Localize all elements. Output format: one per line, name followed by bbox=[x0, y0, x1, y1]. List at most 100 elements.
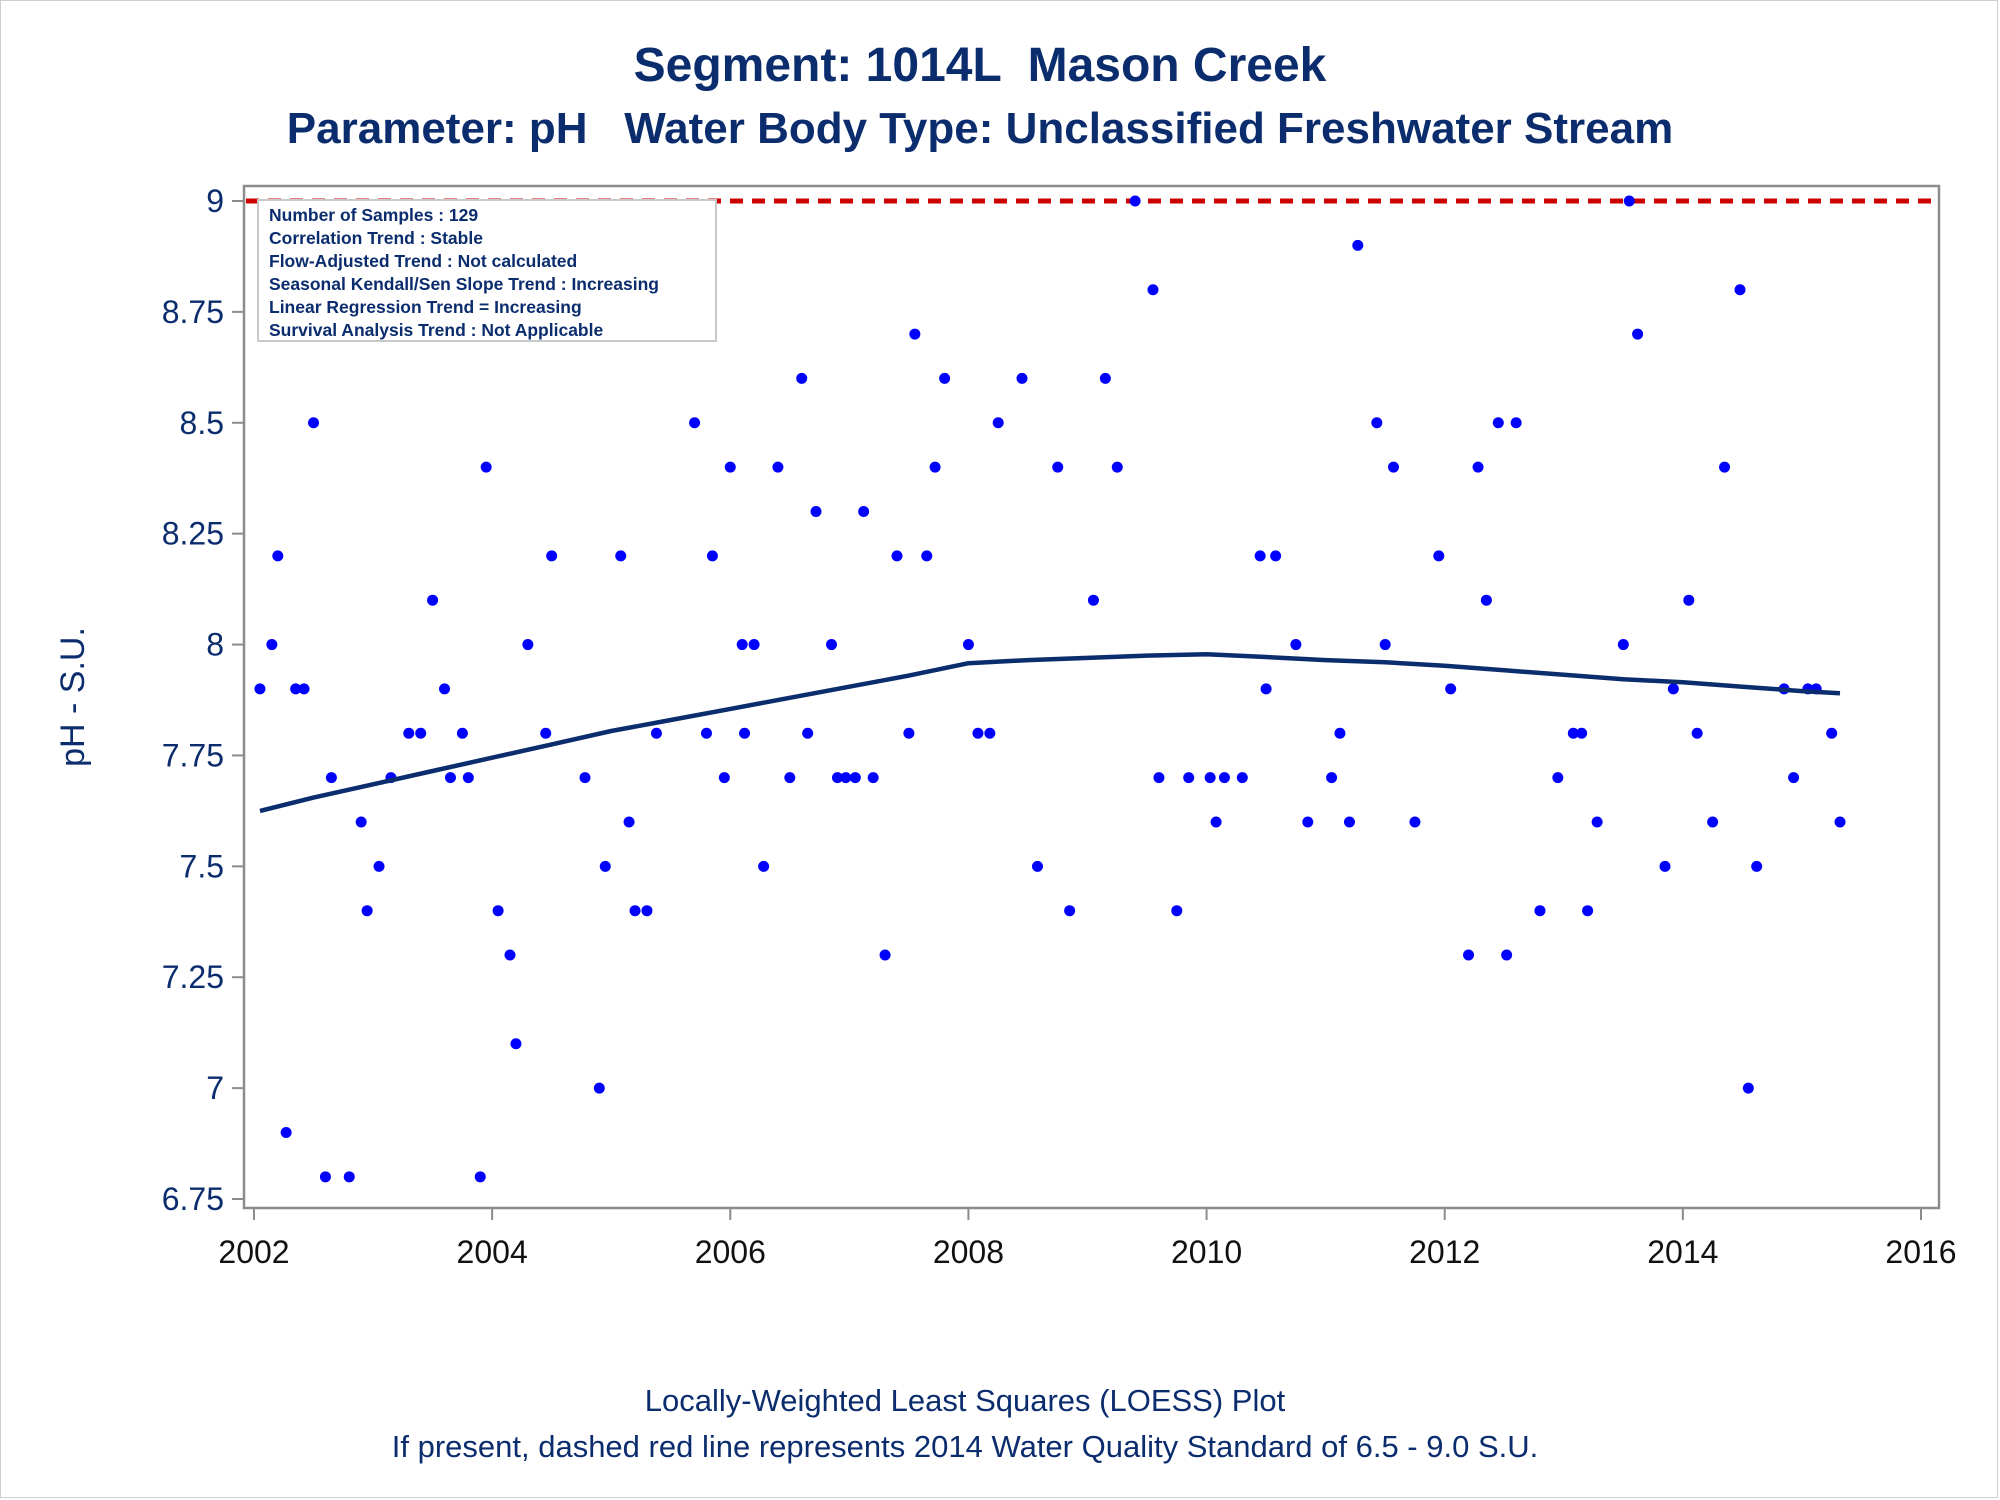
x-tick-label: 2016 bbox=[1885, 1234, 1956, 1270]
x-tick-label: 2012 bbox=[1409, 1234, 1480, 1270]
data-point bbox=[280, 1126, 292, 1138]
plot-area: 6.75 7 7.25 7.5 7.75 8 8.25 8.5 8.75 9 2002 2004 200… bbox=[54, 183, 1957, 1270]
data-point bbox=[343, 1171, 355, 1183]
data-point bbox=[1210, 816, 1222, 828]
data-point bbox=[1659, 860, 1671, 872]
stats-box: Number of Samples : 129 Correlation Trend… bbox=[257, 199, 717, 342]
stats-box-line: Seasonal Kendall/Sen Slope Trend : Incre… bbox=[269, 274, 659, 294]
data-point bbox=[1052, 461, 1064, 473]
y-tick-label: 7.75 bbox=[162, 737, 224, 773]
data-point bbox=[1707, 816, 1719, 828]
data-point bbox=[623, 816, 635, 828]
data-point bbox=[480, 461, 492, 473]
data-point bbox=[641, 905, 653, 917]
data-point bbox=[510, 1038, 522, 1050]
data-point bbox=[689, 417, 701, 429]
footnote-loess: Locally-Weighted Least Squares (LOESS) P… bbox=[644, 1383, 1286, 1418]
data-point bbox=[1480, 594, 1492, 606]
y-tick-label: 8.25 bbox=[162, 516, 224, 552]
data-point bbox=[308, 417, 320, 429]
y-axis-label: pH - S.U. bbox=[54, 627, 92, 767]
x-tick-label: 2010 bbox=[1171, 1234, 1242, 1270]
y-tick-label: 9 bbox=[206, 183, 224, 219]
data-point bbox=[748, 639, 760, 651]
data-point bbox=[254, 683, 266, 695]
data-point bbox=[831, 772, 843, 784]
data-point bbox=[758, 860, 770, 872]
chart-subtitle: Parameter: pH Water Body Type: Unclassif… bbox=[286, 104, 1674, 153]
data-point bbox=[650, 727, 662, 739]
data-point bbox=[298, 683, 310, 695]
data-point bbox=[615, 550, 627, 562]
x-tick-label: 2014 bbox=[1647, 1234, 1718, 1270]
data-point bbox=[504, 949, 516, 961]
data-point bbox=[373, 860, 385, 872]
data-point bbox=[325, 772, 337, 784]
y-tick-label: 7.5 bbox=[180, 848, 224, 884]
data-point bbox=[849, 772, 861, 784]
data-point bbox=[929, 461, 941, 473]
data-point bbox=[1204, 772, 1216, 784]
data-point bbox=[796, 372, 808, 384]
data-point bbox=[784, 772, 796, 784]
data-point bbox=[1343, 816, 1355, 828]
data-point bbox=[1171, 905, 1183, 917]
data-point bbox=[700, 727, 712, 739]
y-tick-label: 6.75 bbox=[162, 1181, 224, 1217]
data-point bbox=[266, 639, 278, 651]
data-point bbox=[1534, 905, 1546, 917]
data-point bbox=[909, 328, 921, 340]
data-point bbox=[1552, 772, 1564, 784]
data-point bbox=[1567, 727, 1579, 739]
x-tick-label: 2002 bbox=[218, 1234, 289, 1270]
data-point bbox=[1617, 639, 1629, 651]
data-point bbox=[1582, 905, 1594, 917]
stats-box-line: Linear Regression Trend = Increasing bbox=[269, 297, 582, 317]
data-point bbox=[1290, 639, 1302, 651]
data-point bbox=[903, 727, 915, 739]
data-point bbox=[1153, 772, 1165, 784]
data-point bbox=[1352, 239, 1364, 251]
data-point bbox=[1591, 816, 1603, 828]
data-point bbox=[1379, 639, 1391, 651]
data-point bbox=[415, 727, 427, 739]
data-point bbox=[403, 727, 415, 739]
data-point bbox=[1632, 328, 1644, 340]
data-point bbox=[361, 905, 373, 917]
data-point bbox=[546, 550, 558, 562]
data-point bbox=[1492, 417, 1504, 429]
x-tick-label: 2004 bbox=[457, 1234, 528, 1270]
data-point bbox=[1371, 417, 1383, 429]
data-point bbox=[921, 550, 933, 562]
data-point bbox=[1510, 417, 1522, 429]
data-point bbox=[540, 727, 552, 739]
data-point bbox=[1031, 860, 1043, 872]
y-tick-label: 8.75 bbox=[162, 294, 224, 330]
data-point bbox=[355, 816, 367, 828]
data-point bbox=[1719, 461, 1731, 473]
data-point bbox=[1087, 594, 1099, 606]
data-point bbox=[939, 372, 951, 384]
data-point bbox=[840, 772, 852, 784]
y-tick-label: 8.5 bbox=[180, 405, 224, 441]
data-point bbox=[1270, 550, 1282, 562]
data-point bbox=[1334, 727, 1346, 739]
stats-box-line: Number of Samples : 129 bbox=[269, 205, 478, 225]
data-point bbox=[1409, 816, 1421, 828]
stats-box-line: Flow-Adjusted Trend : Not calculated bbox=[269, 251, 577, 271]
data-point bbox=[439, 683, 451, 695]
data-point bbox=[1183, 772, 1195, 784]
plot-frame bbox=[242, 184, 1941, 1210]
data-point bbox=[1691, 727, 1703, 739]
data-point bbox=[972, 727, 984, 739]
data-point bbox=[739, 727, 751, 739]
x-tick-label: 2008 bbox=[933, 1234, 1004, 1270]
data-point bbox=[706, 550, 718, 562]
data-point bbox=[984, 727, 996, 739]
data-point bbox=[1129, 195, 1141, 207]
data-point bbox=[1751, 860, 1763, 872]
y-tick-label: 7.25 bbox=[162, 959, 224, 995]
data-point bbox=[1236, 772, 1248, 784]
data-point bbox=[1433, 550, 1445, 562]
data-point bbox=[1788, 772, 1800, 784]
